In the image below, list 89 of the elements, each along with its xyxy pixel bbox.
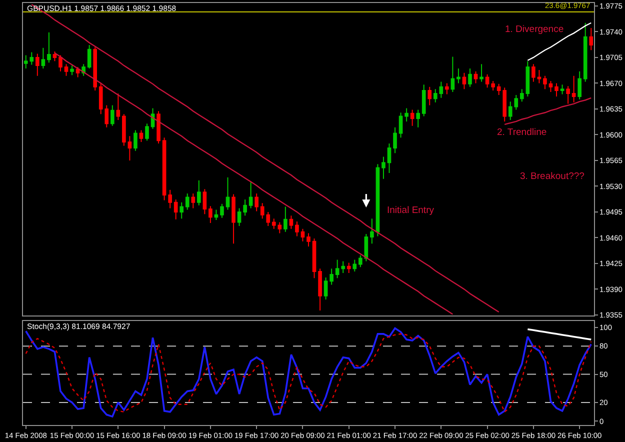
candlestick <box>87 44 92 69</box>
annotation: 3. Breakout??? <box>520 171 584 182</box>
candlestick <box>548 80 553 93</box>
candlestick <box>36 53 40 76</box>
candlestick <box>116 93 120 120</box>
candlestick <box>422 84 426 117</box>
candlestick <box>300 228 305 242</box>
candlestick <box>289 215 294 230</box>
candlestick <box>456 68 460 84</box>
candlestick <box>537 69 542 84</box>
candlestick <box>254 193 258 212</box>
candlestick <box>208 206 212 224</box>
candlestick <box>237 208 242 226</box>
candlestick <box>410 109 414 126</box>
candlestick <box>468 68 472 88</box>
candlestick <box>387 143 392 174</box>
candlestick <box>272 218 276 230</box>
candlestick <box>450 56 455 93</box>
candlestick <box>220 203 224 218</box>
candlestick <box>382 156 386 180</box>
candlestick <box>226 176 230 210</box>
candlestick <box>352 259 357 272</box>
candlestick <box>554 82 558 97</box>
candlestick <box>202 188 207 215</box>
candlestick <box>445 82 449 95</box>
candlestick <box>52 51 57 62</box>
candlestick <box>128 136 132 161</box>
candlestick <box>243 198 247 216</box>
candlestick <box>376 164 380 237</box>
candlestick <box>197 180 201 206</box>
candlestick <box>76 66 80 78</box>
candlestick <box>589 28 594 51</box>
candlestick <box>122 114 126 146</box>
candlestick <box>134 130 138 152</box>
candlestick <box>324 276 328 300</box>
candlestick <box>526 60 530 97</box>
candlestick <box>578 70 582 100</box>
candlestick <box>485 74 490 88</box>
candlestick <box>566 86 570 104</box>
line-series <box>526 328 592 340</box>
annotation: 2. Trendline <box>497 127 547 138</box>
candlestick <box>428 86 432 106</box>
candlestick <box>139 130 144 143</box>
candlestick <box>306 232 310 248</box>
candlestick <box>41 47 46 69</box>
candlestick <box>543 75 547 90</box>
candlestick <box>358 254 362 268</box>
line-series <box>54 52 454 315</box>
candlestick <box>284 206 288 232</box>
candlestick <box>295 221 299 237</box>
candlestick <box>370 218 374 244</box>
candlestick <box>180 202 184 220</box>
candlestick <box>191 193 196 209</box>
candlestick <box>346 262 351 274</box>
candlestick <box>47 32 51 64</box>
candlestick <box>110 104 114 126</box>
candlestick <box>312 238 316 279</box>
candlestick <box>64 64 68 76</box>
candlestick <box>532 64 536 82</box>
candlestick <box>214 209 218 221</box>
candlestick <box>168 189 172 209</box>
annotation: Initial Entry <box>387 205 434 216</box>
candlestick <box>318 268 322 312</box>
candlestick <box>248 181 253 209</box>
candlestick <box>185 193 190 210</box>
candlestick <box>491 80 495 92</box>
candlestick <box>156 110 160 144</box>
candlestick <box>58 54 62 72</box>
candlestick <box>462 72 466 90</box>
annotation: 1. Divergence <box>505 24 564 35</box>
candlestick <box>583 22 588 82</box>
candlestick <box>404 108 408 122</box>
candlestick <box>520 88 524 102</box>
candlestick <box>330 268 334 286</box>
candlestick <box>93 46 98 92</box>
candlestick <box>560 84 564 95</box>
candlestick <box>474 70 478 84</box>
candlestick <box>398 112 403 138</box>
candlestick <box>232 194 236 244</box>
candlestick <box>278 222 282 234</box>
candlestick <box>416 109 420 128</box>
candlestick <box>162 137 166 201</box>
candlestick <box>145 123 149 142</box>
candlestick <box>174 198 178 220</box>
line-series <box>504 97 592 125</box>
candlestick <box>393 126 397 154</box>
candlestick <box>480 64 484 82</box>
candlestick <box>572 75 576 103</box>
candlestick <box>70 65 74 76</box>
